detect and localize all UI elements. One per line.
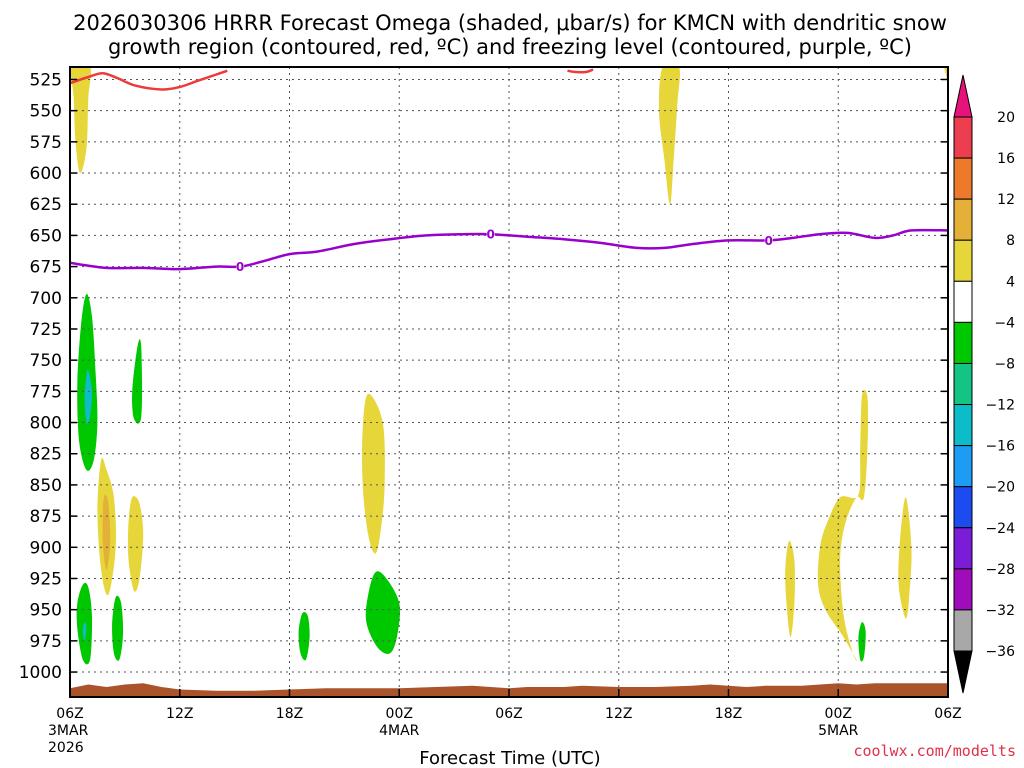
omega-region-cyan [84, 369, 93, 424]
colorbar-bottom-triangle [953, 650, 973, 694]
colorbar-top-triangle [953, 74, 973, 118]
y-tick-label: 675 [30, 258, 62, 278]
colorbar-label: −28 [985, 562, 1015, 578]
freezing-level-line [70, 228, 948, 271]
omega-shading [70, 67, 948, 665]
colorbar-swatch [953, 280, 973, 323]
colorbar-label: −16 [985, 439, 1015, 455]
x-tick-year-label: 2026 [48, 740, 84, 756]
colorbar-swatch [953, 445, 973, 488]
y-tick-label: 525 [30, 70, 62, 90]
y-tick-label: 800 [30, 414, 62, 434]
y-tick-label: 875 [30, 507, 62, 527]
colorbar-swatch [953, 527, 973, 570]
omega-region-green [298, 611, 310, 661]
x-tick-label: 18Z [276, 706, 303, 722]
x-tick-date-label: 4MAR [379, 723, 420, 739]
colorbar-swatch [953, 157, 973, 200]
omega-region-green [858, 622, 866, 662]
omega-region-yellow [785, 540, 795, 638]
freezing-level-label-bg [764, 233, 773, 247]
plot-area [70, 67, 948, 697]
omega-region-green [112, 595, 124, 661]
y-tick-label: 700 [30, 289, 62, 309]
x-tick-label: 06Z [56, 706, 83, 722]
colorbar-label: 4 [1006, 274, 1015, 290]
colorbar-swatch [953, 239, 973, 282]
x-tick-date-label: 5MAR [818, 723, 859, 739]
y-tick-label: 850 [30, 476, 62, 496]
chart-title-line1: 2026030306 HRRR Forecast Omega (shaded, … [73, 11, 947, 35]
freezing-level-label-bg [236, 259, 245, 273]
colorbar-label: −12 [985, 398, 1015, 414]
contours: 0 0 0 [70, 68, 948, 274]
freezing-level-label: 0 [765, 234, 773, 248]
x-tick-label: 18Z [715, 706, 742, 722]
omega-region-cyan [82, 622, 87, 641]
y-tick-label: 625 [30, 195, 62, 215]
omega-region-green [365, 571, 400, 654]
colorbar-swatch [953, 321, 973, 364]
y-tick-label: 975 [30, 632, 62, 652]
y-tick-label: 550 [30, 102, 62, 122]
x-tick-label: 06Z [495, 706, 522, 722]
y-tick-label: 600 [30, 164, 62, 184]
dgz-contour-line [567, 68, 594, 74]
x-axis-title: Forecast Time (UTC) [419, 748, 600, 768]
x-tick-label: 00Z [386, 706, 413, 722]
omega-region-yellow [658, 67, 681, 205]
x-tick-label: 06Z [934, 706, 961, 722]
colorbar-label: 20 [997, 110, 1015, 126]
colorbar: 20 16 12 8 4 −4 −8 −12 −16 −20 −24 −28 −32 −36 [953, 74, 1015, 694]
x-tick-label: 00Z [825, 706, 852, 722]
y-tick-label: 750 [30, 351, 62, 371]
y-tick-label: 1000 [19, 663, 62, 683]
y-tick-label: 950 [30, 601, 62, 621]
colorbar-label: 12 [997, 192, 1015, 208]
colorbar-swatch [953, 486, 973, 529]
chart-title-line2: growth region (contoured, red, ºC) and f… [108, 35, 912, 59]
x-tick-date-label: 3MAR [48, 723, 89, 739]
y-tick-label: 775 [30, 382, 62, 402]
y-tick-label: 575 [30, 133, 62, 153]
colorbar-swatch [953, 404, 973, 447]
y-tick-label: 725 [30, 320, 62, 340]
credit-text: coolwx.com/modelts [853, 742, 1016, 760]
freezing-level-label: 0 [236, 260, 244, 274]
omega-region-yellow [70, 67, 92, 174]
colorbar-swatch [953, 198, 973, 241]
omega-region-orange [102, 494, 111, 570]
colorbar-label: −36 [985, 644, 1015, 660]
omega-region-yellow [127, 496, 144, 592]
freezing-level-label: 0 [487, 228, 495, 242]
colorbar-label: −24 [985, 521, 1015, 537]
y-tick-label: 825 [30, 445, 62, 465]
grid [70, 67, 948, 697]
y-tick-label: 900 [30, 538, 62, 558]
omega-region-yellow [898, 497, 912, 619]
colorbar-label: −4 [994, 315, 1015, 331]
colorbar-swatch [953, 362, 973, 406]
colorbar-swatch [953, 116, 973, 159]
y-tick-label: 650 [30, 226, 62, 246]
colorbar-label: −8 [994, 356, 1015, 372]
colorbar-label: −32 [985, 603, 1015, 619]
x-tick-label: 12Z [605, 706, 632, 722]
dgz-contour-line [70, 69, 228, 91]
omega-region-green [132, 339, 143, 424]
omega-region-yellow [817, 389, 869, 661]
colorbar-label: −20 [985, 480, 1015, 496]
colorbar-swatch [953, 568, 973, 611]
colorbar-swatch [953, 609, 973, 652]
y-axis: 525 550 575 600 625 650 675 700 725 750 775 800 825 8… [19, 70, 948, 683]
x-tick-label: 12Z [166, 706, 193, 722]
freezing-level-label-bg [486, 227, 495, 241]
omega-region-yellow [362, 393, 385, 554]
y-tick-label: 925 [30, 569, 62, 589]
colorbar-label: 16 [997, 151, 1015, 167]
colorbar-label: 8 [1006, 233, 1015, 249]
